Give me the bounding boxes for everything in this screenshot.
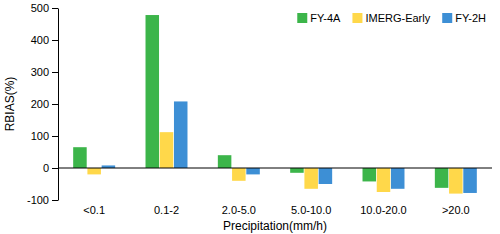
bar <box>304 168 318 189</box>
bar <box>246 168 260 174</box>
bar <box>174 101 188 168</box>
bar <box>87 168 101 174</box>
x-tick-label: 10.0-20.0 <box>360 204 406 216</box>
y-tick: 500 <box>31 2 58 14</box>
y-tick: -100 <box>27 194 58 206</box>
chart: -100 0 100 200 300 400 500 <0.1 0.1-2 2.0-5.0 5.0-… <box>0 0 500 234</box>
y-tick: 300 <box>31 66 58 78</box>
y-axis-line <box>58 9 59 201</box>
bar <box>377 168 391 192</box>
y-tick-mark <box>52 136 58 137</box>
y-tick: 100 <box>31 130 58 142</box>
y-tick: 400 <box>31 34 58 46</box>
bar <box>363 168 377 181</box>
y-tick-mark <box>52 104 58 105</box>
legend-label: FY-4A <box>310 12 341 24</box>
y-tick-label: 400 <box>31 34 49 46</box>
y-tick-mark <box>52 8 58 9</box>
y-tick: 200 <box>31 98 58 110</box>
bar <box>449 168 463 194</box>
bar <box>73 147 87 168</box>
legend-item: FY-4A <box>297 12 341 24</box>
y-tick-label: 0 <box>43 162 49 174</box>
y-tick-mark <box>52 72 58 73</box>
legend-swatch <box>442 13 452 23</box>
x-tick-label: 2.0-5.0 <box>222 204 256 216</box>
bar <box>319 168 333 184</box>
legend-label: IMERG-Early <box>365 12 430 24</box>
y-tick-label: -100 <box>27 194 49 206</box>
y-tick: 0 <box>43 162 58 174</box>
bar <box>146 15 160 168</box>
y-tick-mark <box>52 200 58 201</box>
legend-item: FY-2H <box>442 12 486 24</box>
x-labels: <0.1 0.1-2 2.0-5.0 5.0-10.0 10.0-20.0 >20.0 <box>83 204 469 216</box>
y-tick-mark <box>52 40 58 41</box>
x-tick-label: 0.1-2 <box>154 204 179 216</box>
legend-swatch <box>297 13 307 23</box>
legend-swatch <box>352 13 362 23</box>
x-axis-title: Precipitation(mm/h) <box>223 219 327 233</box>
y-axis: -100 0 100 200 300 400 500 <box>27 2 59 206</box>
x-tick-label: 5.0-10.0 <box>291 204 331 216</box>
y-tick-label: 200 <box>31 98 49 110</box>
plot: -100 0 100 200 300 400 500 <0.1 0.1-2 2.0-5.0 5.0-… <box>27 2 492 216</box>
zero-line <box>58 168 492 169</box>
legend-item: IMERG-Early <box>352 12 430 24</box>
legend: FY-4A IMERG-Early FY-2H <box>297 12 486 24</box>
y-axis-title: RBIAS(%) <box>3 77 17 132</box>
legend-label: FY-2H <box>455 12 486 24</box>
bar <box>290 168 304 173</box>
bar <box>391 168 405 189</box>
x-tick-label: <0.1 <box>83 204 105 216</box>
y-tick-label: 500 <box>31 2 49 14</box>
y-tick-label: 100 <box>31 130 49 142</box>
y-tick-mark <box>52 168 58 169</box>
bar <box>435 168 449 188</box>
bar <box>232 168 246 181</box>
x-tick-label: >20.0 <box>442 204 470 216</box>
y-tick-label: 300 <box>31 66 49 78</box>
bar <box>218 155 232 168</box>
bar <box>463 168 477 193</box>
bar <box>160 132 174 168</box>
bars <box>73 15 477 194</box>
